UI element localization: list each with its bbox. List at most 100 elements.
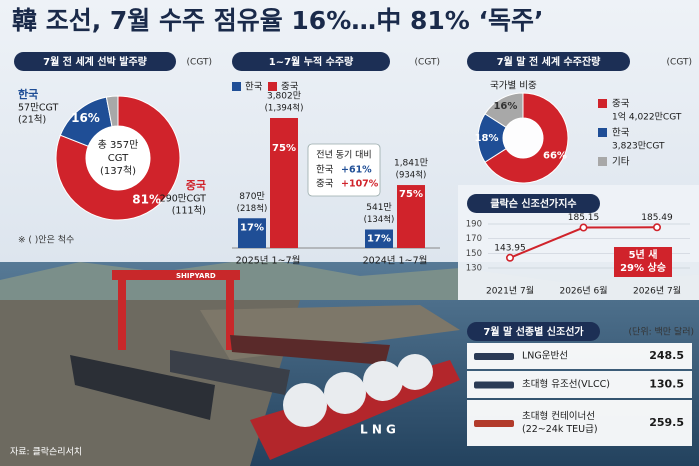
panel-header <box>232 52 390 71</box>
ship-icon <box>474 420 514 427</box>
count-label: (934척) <box>396 171 427 181</box>
x-tick-label: 2021년 7월 <box>486 285 534 297</box>
callout-line: (111척) <box>172 206 206 217</box>
crane-leg <box>226 270 234 350</box>
ship-icon <box>474 381 514 389</box>
value-label: 870만 <box>239 191 264 202</box>
bar <box>397 185 425 248</box>
ship <box>70 355 215 420</box>
panel-title: 7월 말 전 세계 수주잔량 <box>497 55 601 68</box>
crane-leg <box>118 270 126 350</box>
value-label: 143.95 <box>494 243 526 253</box>
panel-header <box>467 322 600 341</box>
annotation-box <box>614 247 672 277</box>
ship <box>170 350 290 395</box>
callout-line: 290만CGT <box>160 194 207 205</box>
ship-icon <box>474 353 514 360</box>
slice-label: 81% <box>132 193 161 207</box>
row-value: 248.5 <box>649 349 684 362</box>
bar <box>270 118 298 248</box>
donut-center <box>503 118 543 158</box>
point <box>652 223 661 232</box>
legend-label: 중국 <box>612 99 630 110</box>
unit: (단위: 백만 달러) <box>629 326 694 338</box>
annotation-title: 전년 동기 대비 <box>316 150 371 161</box>
bar-share: 17% <box>367 234 391 245</box>
center-label: (137척) <box>100 165 136 177</box>
row-name: LNG운반선 <box>522 351 568 362</box>
panel-title: 7월 말 선종별 신조선가 <box>483 325 584 338</box>
center-label: 총 357만 <box>98 139 139 151</box>
ship-label: L N G <box>360 423 396 437</box>
legend-detail: 1억 4,022만CGT <box>612 111 682 123</box>
callout-name: 한국 <box>18 87 38 101</box>
x-tick-label: 2026년 6월 <box>559 285 607 297</box>
legend-swatch <box>598 157 607 166</box>
legend-swatch <box>598 128 607 137</box>
point <box>505 253 514 262</box>
legend-label: 기타 <box>612 157 630 168</box>
y-tick-label: 130 <box>466 264 482 274</box>
count-label: (134척) <box>364 215 395 225</box>
lng-tank <box>324 372 366 414</box>
donut-center <box>86 126 150 190</box>
annotation-name: 한국 <box>316 165 334 176</box>
row-name: (22~24k TEU급) <box>522 424 598 435</box>
bar <box>365 229 393 248</box>
bar-share: 17% <box>240 222 264 233</box>
panel-title: 1~7월 누적 수주량 <box>269 55 354 68</box>
unit: (CGT) <box>415 58 440 68</box>
slice-label: 16% <box>493 101 517 112</box>
panel-header <box>467 194 600 213</box>
row-name: 초대형 컨테이너선 <box>522 411 595 422</box>
panel-title: 클락슨 신조선가지수 <box>490 197 576 210</box>
value-label: 1,841만 <box>394 158 428 169</box>
value-label: 541만 <box>366 202 391 213</box>
count-label: (218척) <box>237 204 268 214</box>
legend-swatch <box>268 82 277 91</box>
slice-label: 66% <box>543 151 567 162</box>
lng-tank <box>397 354 433 390</box>
y-tick-label: 190 <box>466 220 482 230</box>
source: 자료: 클락슨리서치 <box>10 446 82 458</box>
legend-label: 중국 <box>281 82 299 93</box>
annotation: 29% 상승 <box>620 261 666 274</box>
count-label: (1,394척) <box>265 104 304 114</box>
note: ※ ( )안은 척수 <box>18 235 74 246</box>
annotation: 5년 새 <box>629 248 658 261</box>
crane-beam <box>112 270 240 280</box>
ship <box>230 335 390 365</box>
crane-label: SHIPYARD <box>176 272 216 280</box>
main-title: 韓 조선, 7월 수주 점유율 16%…中 81% ‘독주’ <box>12 6 544 35</box>
panel-header <box>14 52 176 71</box>
value-label: 185.15 <box>568 213 600 223</box>
legend-label: 한국 <box>245 82 263 93</box>
annotation-change: +107% <box>341 179 379 190</box>
value-label: 3,802만 <box>267 91 301 102</box>
x-tick-label: 2024년 1~7월 <box>363 255 428 267</box>
lng-tank <box>363 361 403 401</box>
subtitle: 국가별 비중 <box>490 81 537 92</box>
donut-slice <box>55 95 181 221</box>
legend-swatch <box>232 82 241 91</box>
bar-share: 75% <box>399 189 423 200</box>
row-name: 초대형 유조선(VLCC) <box>522 379 610 390</box>
callout-line: (21척) <box>18 115 46 126</box>
slice-label: 16% <box>71 111 100 125</box>
row-value: 259.5 <box>649 416 684 429</box>
callout-name: 중국 <box>186 179 206 192</box>
point <box>579 223 588 232</box>
unit: (CGT) <box>187 58 212 68</box>
panel-title: 7월 전 세계 선박 발주량 <box>43 55 147 68</box>
annotation-name: 중국 <box>316 179 334 190</box>
annotation-change: +61% <box>341 165 372 176</box>
value-label: 185.49 <box>641 213 673 223</box>
unit: (CGT) <box>667 58 692 68</box>
legend-label: 한국 <box>612 128 630 139</box>
center-label: CGT <box>108 153 129 164</box>
row-value: 130.5 <box>649 378 684 391</box>
callout-line: 57만CGT <box>18 103 58 114</box>
y-tick-label: 150 <box>466 249 482 259</box>
